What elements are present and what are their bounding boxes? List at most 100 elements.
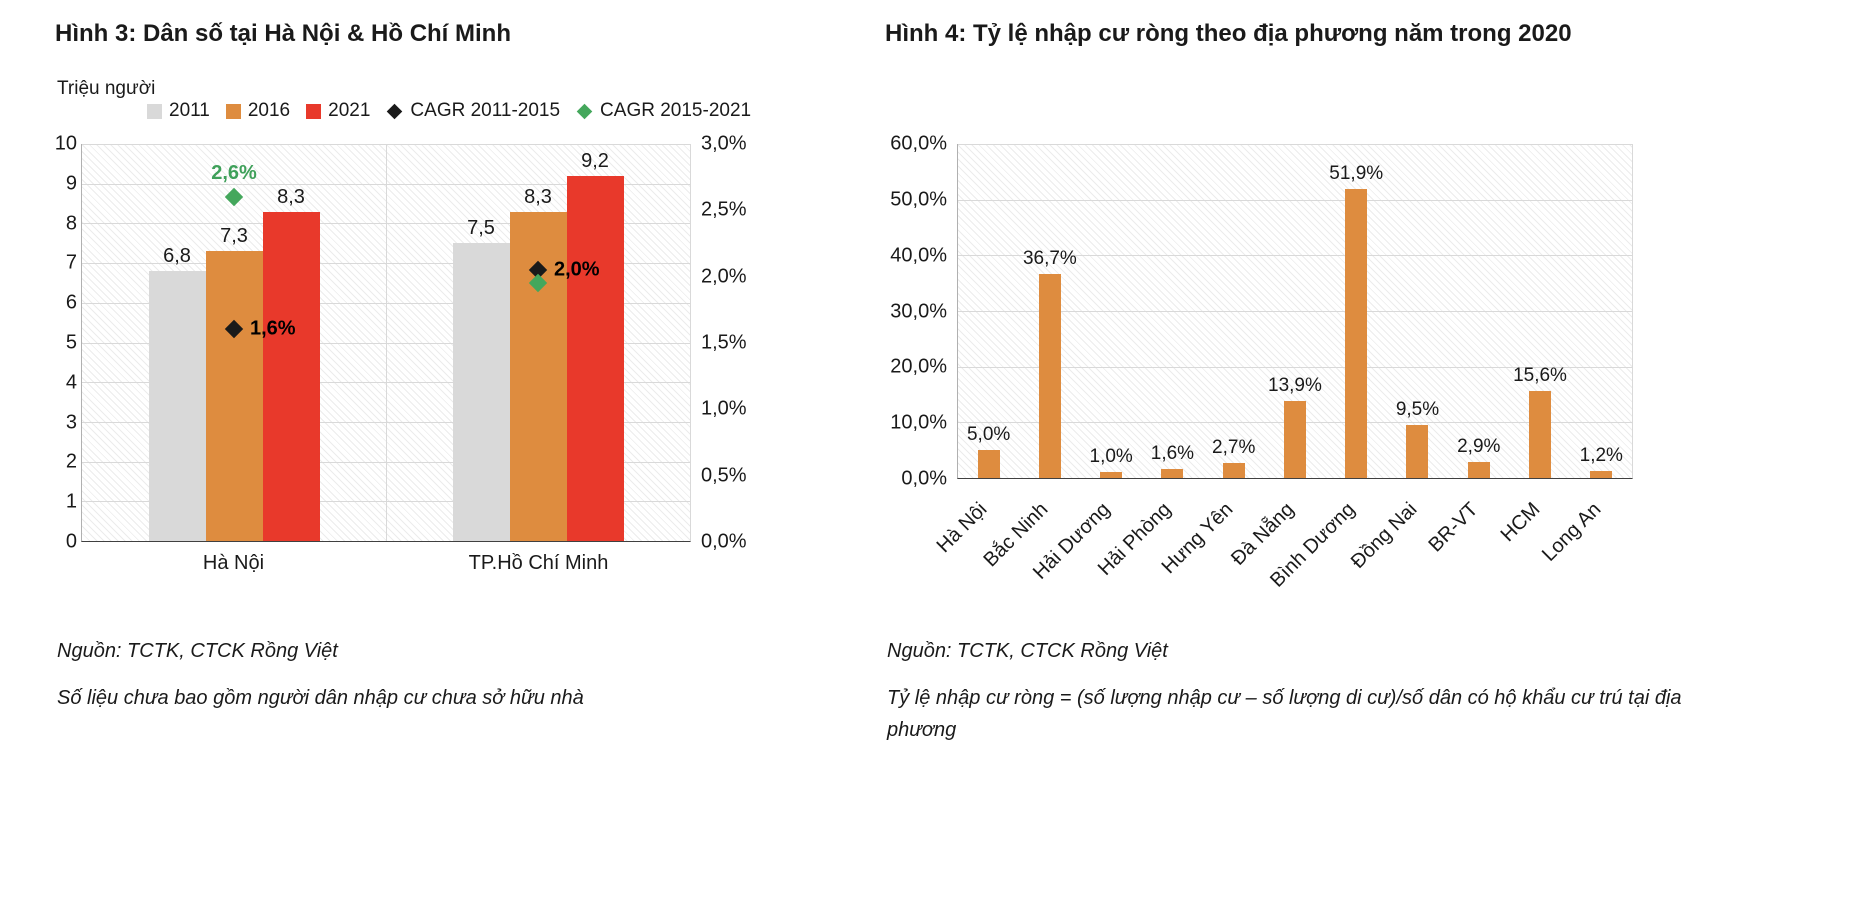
bar-value-label: 15,6% (1513, 365, 1567, 387)
axis-tick-label: 50,0% (890, 188, 947, 211)
fig3-legend: 2011 2016 2021 CAGR 2011-2015 CAGR 2015-2021 (147, 100, 751, 122)
bar-h-ng-y-n (1222, 462, 1245, 478)
legend-item-cagr-2011-2015: CAGR 2011-2015 (386, 100, 560, 122)
fig3-x-axis-labels: Hà Nội TP.Hồ Chí Minh (81, 542, 691, 575)
fig3-left-axis: 10 9 8 7 6 5 4 3 2 1 0 (55, 133, 81, 553)
axis-tick-label: 20,0% (890, 355, 947, 378)
axis-tick-label: 6 (65, 291, 77, 314)
bar-value-label: 9,2 (581, 149, 609, 172)
fig3-bars: 6,8 7,3 8,3 7,5 8,3 9,2 (82, 144, 690, 541)
axis-tick-label: 10 (54, 132, 77, 155)
fig4-plot-area: 5,0% 36,7% 1,0% 1,6% 2,7% 13,9% 51,9% 9,5% 2,9% 1… (957, 144, 1633, 479)
bar-column: 15,6% (1509, 144, 1570, 478)
cagr-value-label: 2,6% (211, 161, 257, 184)
fig3-source: Nguồn: TCTK, CTCK Rồng Việt (57, 640, 338, 662)
cagr-value-label: 1,6% (250, 317, 296, 340)
bar-value-label: 8,3 (277, 185, 305, 208)
legend-label: CAGR 2015-2021 (600, 100, 752, 121)
bar-hcm (1529, 391, 1552, 478)
axis-tick-label: 0 (65, 530, 77, 553)
bar-br-vt (1467, 461, 1490, 478)
bar-value-label: 1,6% (1150, 443, 1195, 465)
fig4-title: Hình 4: Tỷ lệ nhập cư ròng theo địa phươ… (885, 20, 1572, 47)
axis-tick-label: 2,0% (701, 265, 747, 288)
square-legend-marker-icon (225, 103, 241, 119)
bar-2021 (566, 175, 624, 541)
fig4-x-axis-labels: Hà Nội Bắc Ninh Hải Dương Hải Phòng Hưng Yên… (932, 479, 1633, 591)
bar-value-label: 1,0% (1089, 446, 1133, 468)
bar-column: 2,9% (1448, 144, 1509, 478)
fig4-y-axis: 60,0% 50,0% 40,0% 30,0% 20,0% 10,0% 0,0% (885, 133, 957, 490)
axis-tick-label: 3,0% (701, 132, 747, 155)
report-figures: Hình 3: Dân số tại Hà Nội & Hồ Chí Minh … (55, 16, 1725, 896)
axis-tick-label: 1 (65, 490, 77, 513)
axis-tick-label: 1,5% (701, 331, 747, 354)
axis-tick-label: 2 (65, 450, 77, 473)
bar-column: 8,3 (262, 144, 320, 541)
bar-column: 2,7% (1203, 144, 1264, 478)
bar-column: 7,5 (452, 144, 510, 541)
bar-value-label: 51,9% (1329, 163, 1384, 185)
fig4-bars: 5,0% 36,7% 1,0% 1,6% 2,7% 13,9% 51,9% 9,5% 2,9% 1… (958, 144, 1632, 478)
bar-group-tp-h-ch-minh: 7,5 8,3 9,2 (386, 144, 690, 541)
gridline (958, 255, 1632, 257)
fig3-chart-row: 10 9 8 7 6 5 4 3 2 1 0 6,8 7,3 8,3 7,5 8,3 9,2 1,6% 2,0% 2… (55, 133, 765, 553)
bar-column: 1,2% (1571, 144, 1632, 478)
bar-column: 5,0% (958, 144, 1019, 478)
bar-long-an (1590, 471, 1613, 478)
bar-n-ng (1283, 400, 1306, 478)
diamond-legend-marker-icon (576, 103, 593, 119)
axis-tick-label: 1,0% (701, 397, 747, 420)
axis-tick-label: 0,0% (901, 467, 947, 490)
bar-column: 1,6% (1142, 144, 1203, 478)
axis-tick-label: 2,5% (701, 198, 747, 221)
legend-label: 2021 (328, 100, 371, 121)
bar-column: 6,8 (148, 144, 206, 541)
bar-value-label: 7,5 (467, 217, 495, 240)
axis-tick-label: 30,0% (890, 300, 947, 322)
bar-value-label: 2,7% (1212, 436, 1256, 458)
axis-tick-label: 40,0% (890, 244, 947, 267)
bar-2011 (452, 243, 510, 541)
gridline (958, 144, 1632, 145)
bar-column: 9,5% (1387, 144, 1448, 478)
bar-b-c-ninh (1038, 273, 1061, 478)
axis-tick-label: 60,0% (890, 132, 947, 155)
bar-2021 (262, 211, 320, 541)
bar-h-n-i (977, 450, 1000, 478)
axis-tick-label: 3 (65, 411, 77, 434)
legend-item-2021: 2021 (306, 100, 370, 122)
bar-column: 9,2 (566, 144, 624, 541)
legend-item-2016: 2016 (225, 100, 291, 122)
fig3-y-axis-unit: Triệu người (57, 78, 156, 99)
bar-column: 36,7% (1019, 144, 1080, 478)
bar-column: 1,0% (1081, 144, 1142, 478)
bar-ng-nai (1406, 425, 1429, 478)
axis-tick-label: 5 (65, 331, 77, 354)
bar-value-label: 2,9% (1457, 435, 1501, 457)
legend-item-2011: 2011 (147, 100, 210, 122)
gridline (958, 366, 1632, 368)
bar-value-label: 9,5% (1395, 399, 1440, 421)
legend-label: CAGR 2011-2015 (410, 100, 561, 121)
bar-value-label: 7,3 (220, 225, 248, 248)
fig3-chart: 10 9 8 7 6 5 4 3 2 1 0 6,8 7,3 8,3 7,5 8,3 9,2 1,6% 2,0% 2… (55, 133, 765, 575)
bar-value-label: 5,0% (966, 424, 1011, 446)
bar-column: 8,3 (509, 144, 567, 541)
bar-value-label: 13,9% (1268, 374, 1322, 396)
fig3-title: Hình 3: Dân số tại Hà Nội & Hồ Chí Minh (55, 20, 511, 47)
bar-b-nh-d-ng (1345, 189, 1368, 478)
gridline (958, 311, 1632, 312)
axis-tick-label: 0,5% (701, 464, 747, 487)
category-label: TP.Hồ Chí Minh (468, 552, 609, 574)
cagr-value-label: 2,0% (554, 258, 600, 281)
bar-column: 13,9% (1264, 144, 1325, 478)
category-divider-line (386, 144, 387, 541)
bar-value-label: 1,2% (1579, 445, 1623, 467)
bar-h-i-d-ng (1100, 472, 1123, 478)
figure-4-panel: Hình 4: Tỷ lệ nhập cư ròng theo địa phươ… (885, 16, 1725, 896)
axis-tick-label: 7 (65, 251, 77, 274)
bar-group-h-n-i: 6,8 7,3 8,3 (82, 144, 386, 541)
legend-label: 2016 (247, 100, 291, 121)
axis-tick-label: 9 (65, 172, 77, 195)
